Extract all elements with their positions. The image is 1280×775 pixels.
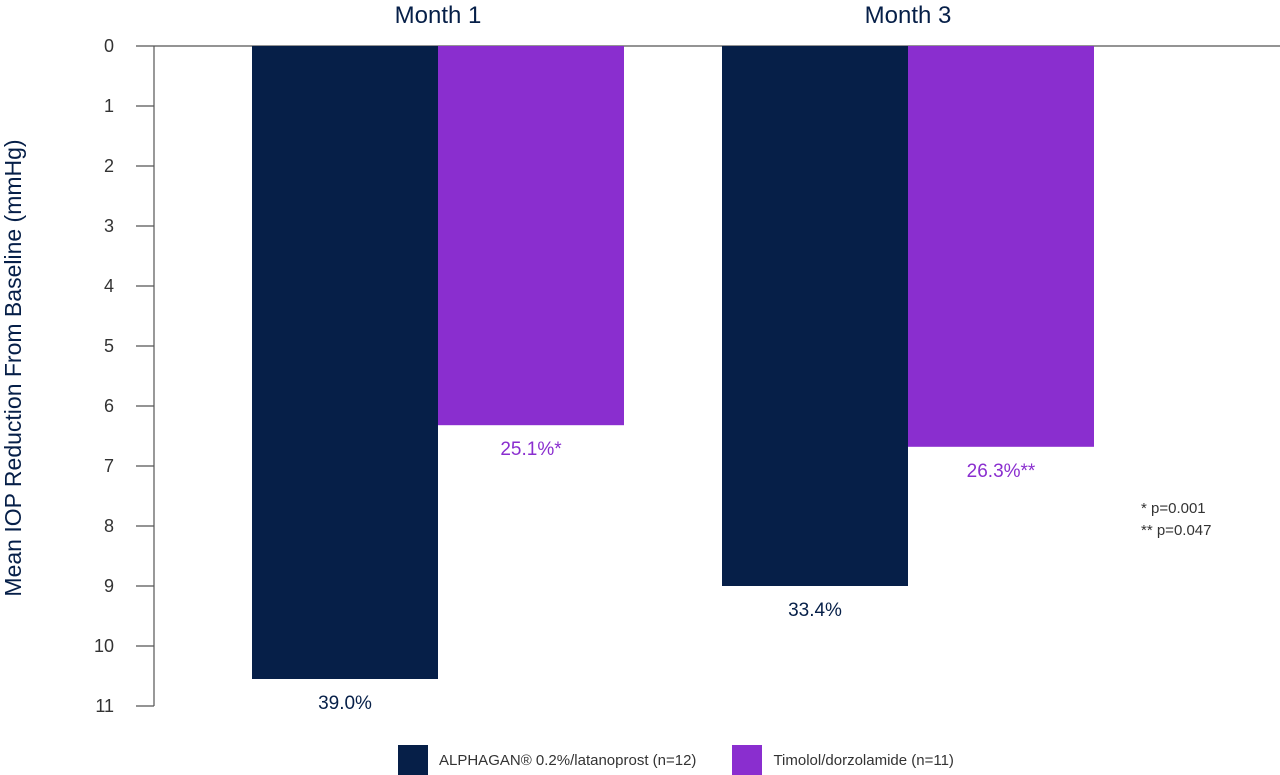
- y-tick-label-4: 4: [104, 276, 114, 296]
- footnote-2: ** p=0.047: [1141, 522, 1212, 539]
- legend-label-timolol: Timolol/dorzolamide (n=11): [773, 751, 954, 769]
- y-tick-label-10: 10: [94, 636, 114, 656]
- legend-item-alphagan: ALPHAGAN® 0.2%/latanoprost (n=12): [398, 745, 696, 775]
- bar-timolol-month-3: [908, 46, 1094, 447]
- footnote-1: * p=0.001: [1141, 500, 1206, 517]
- y-tick-label-9: 9: [104, 576, 114, 596]
- y-tick-label-6: 6: [104, 396, 114, 416]
- category-label-2: Month 3: [865, 2, 952, 29]
- footnotes: * p=0.001 ** p=0.047: [1141, 498, 1211, 542]
- bar-alphagan-month-3: [722, 46, 908, 586]
- legend: ALPHAGAN® 0.2%/latanoprost (n=12) Timolo…: [398, 745, 990, 775]
- bar-alphagan-month-1: [252, 46, 438, 679]
- legend-swatch-alphagan: [398, 745, 428, 775]
- y-tick-label-11: 11: [95, 696, 114, 716]
- data-label-timolol-month-1: 25.1%*: [500, 439, 562, 460]
- data-label-alphagan-month-3: 33.4%: [788, 600, 842, 621]
- legend-item-timolol: Timolol/dorzolamide (n=11): [732, 745, 954, 775]
- legend-swatch-timolol: [732, 745, 763, 775]
- data-label-alphagan-month-1: 39.0%: [318, 693, 372, 714]
- legend-label-alphagan: ALPHAGAN® 0.2%/latanoprost (n=12): [439, 751, 697, 769]
- y-axis-title: Mean IOP Reduction From Baseline (mmHg): [0, 139, 26, 596]
- data-label-timolol-month-3: 26.3%**: [967, 461, 1036, 482]
- y-tick-label-1: 1: [104, 96, 114, 116]
- y-tick-label-5: 5: [104, 336, 114, 356]
- y-tick-label-3: 3: [104, 216, 114, 236]
- y-tick-label-0: 0: [104, 36, 114, 56]
- y-tick-label-7: 7: [104, 456, 114, 476]
- category-label-1: Month 1: [395, 2, 482, 29]
- y-tick-label-8: 8: [104, 516, 114, 536]
- bar-timolol-month-1: [438, 46, 624, 426]
- y-tick-label-2: 2: [104, 156, 114, 176]
